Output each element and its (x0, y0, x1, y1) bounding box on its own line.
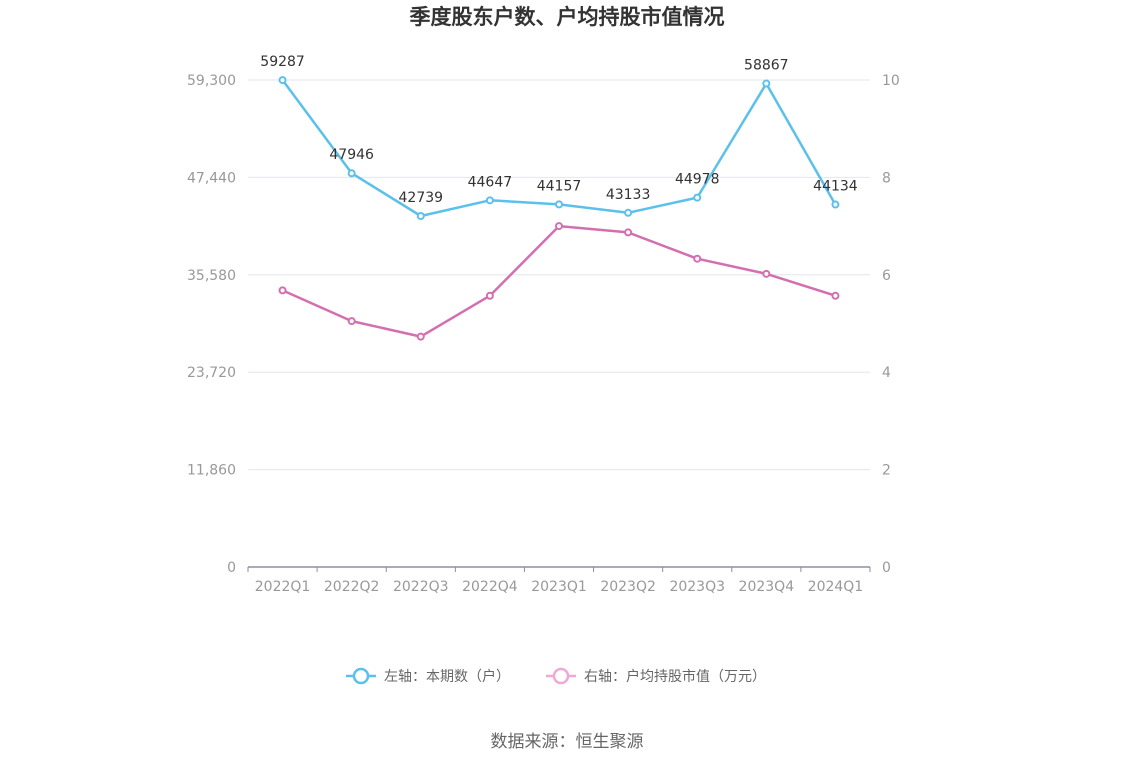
y-left-tick-label: 35,580 (187, 268, 236, 284)
data-point[interactable] (555, 200, 563, 209)
x-tick-label: 2023Q4 (739, 579, 795, 595)
data-point[interactable] (762, 79, 771, 88)
data-point[interactable] (624, 208, 633, 217)
data-point[interactable] (278, 76, 287, 85)
source-note: 数据来源：恒生聚源 (491, 732, 644, 752)
data-label: 44647 (468, 174, 513, 190)
data-point[interactable] (831, 291, 840, 300)
data-point[interactable] (485, 196, 494, 205)
data-point[interactable] (485, 291, 494, 300)
y-left-tick-label: 0 (227, 560, 236, 576)
data-label: 58867 (744, 58, 789, 74)
data-point[interactable] (555, 222, 563, 231)
legend-item-2[interactable]: 右轴：户均持股市值（万元） (546, 667, 766, 685)
data-point[interactable] (416, 332, 425, 341)
x-tick-label: 2022Q4 (462, 579, 518, 595)
y-left-tick-label: 11,860 (187, 463, 236, 479)
data-point[interactable] (693, 193, 702, 202)
x-tick-label: 2023Q1 (531, 579, 587, 595)
data-label: 44157 (537, 178, 582, 194)
y-right-tick-label: 10 (882, 73, 900, 89)
data-point[interactable] (416, 212, 425, 221)
data-label: 47946 (329, 147, 374, 163)
y-right-tick-label: 2 (882, 463, 891, 479)
data-point[interactable] (347, 317, 356, 326)
x-tick-label: 2023Q3 (669, 579, 725, 595)
data-label: 42739 (399, 190, 444, 206)
y-left-tick-label: 23,720 (187, 365, 236, 381)
data-point[interactable] (831, 200, 840, 209)
legend-label: 左轴：本期数（户） (384, 668, 510, 685)
y-left-tick-label: 47,440 (187, 170, 236, 186)
x-tick-label: 2022Q1 (255, 579, 311, 595)
legend-marker (552, 667, 570, 685)
data-point[interactable] (762, 269, 771, 278)
series-layer (278, 76, 840, 341)
data-point[interactable] (278, 286, 287, 295)
chart-title: 季度股东户数、户均持股市值情况 (410, 5, 725, 29)
axes: 0 0 11,860 2 23,720 4 35,580 6 47,440 8 59,300 10 20… (187, 73, 900, 595)
data-point[interactable] (693, 254, 702, 263)
y-left-tick-label: 59,300 (187, 73, 236, 89)
x-tick-label: 2022Q2 (324, 579, 380, 595)
data-labels: 59287 47946 42739 44647 44157 43133 44978 58867… (260, 54, 858, 206)
data-label: 44134 (813, 179, 858, 195)
x-tick-label: 2023Q2 (600, 579, 656, 595)
data-point[interactable] (624, 228, 633, 237)
y-right-tick-label: 6 (882, 268, 891, 284)
legend: 左轴：本期数（户） 右轴：户均持股市值（万元） (346, 667, 766, 685)
x-tick-label: 2022Q3 (393, 579, 449, 595)
legend-marker (352, 667, 370, 685)
data-label: 59287 (260, 54, 305, 70)
data-label: 44978 (675, 172, 720, 188)
y-right-tick-label: 0 (882, 560, 891, 576)
legend-item-1[interactable]: 左轴：本期数（户） (346, 667, 510, 685)
series-line-2 (282, 224, 836, 338)
x-tick-label: 2024Q1 (808, 579, 864, 595)
y-right-tick-label: 8 (882, 170, 891, 186)
grid-lines (248, 79, 870, 471)
data-label: 43133 (606, 187, 651, 203)
y-right-tick-label: 4 (882, 365, 891, 381)
legend-label: 右轴：户均持股市值（万元） (584, 668, 766, 685)
data-point[interactable] (347, 169, 356, 178)
